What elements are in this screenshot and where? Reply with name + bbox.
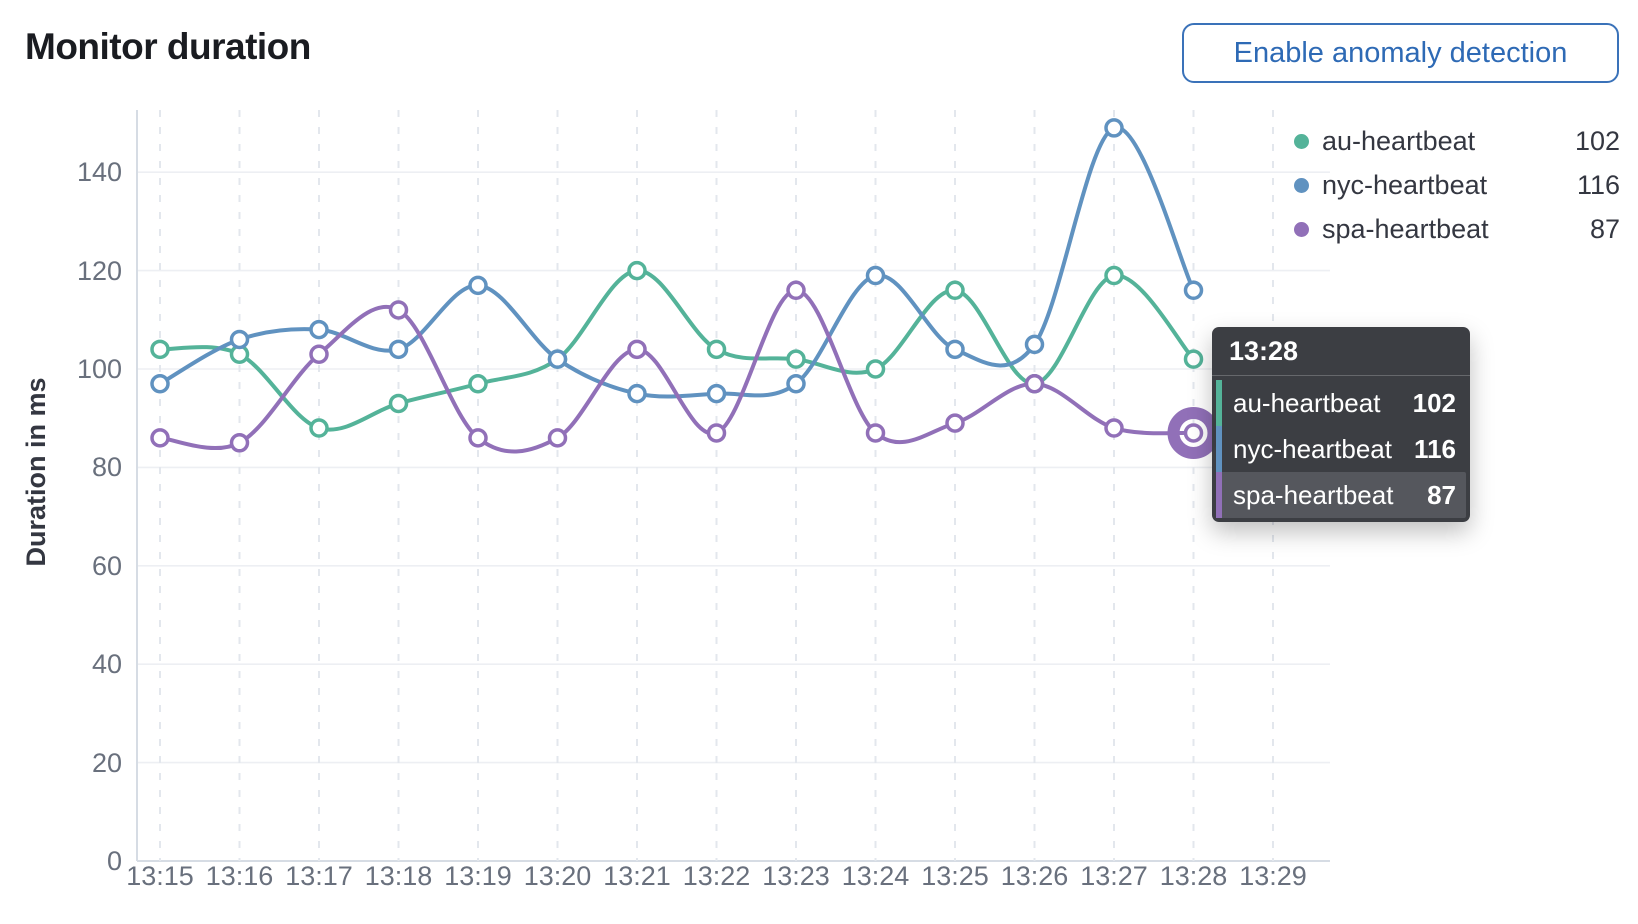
- x-tick-label: 13:15: [126, 861, 194, 891]
- data-point-nyc-heartbeat[interactable]: [388, 339, 409, 360]
- y-tick-label: 40: [91, 649, 122, 680]
- data-point-nyc-heartbeat[interactable]: [945, 339, 965, 360]
- tooltip-time: 13:28: [1212, 327, 1470, 376]
- chart-tooltip: 13:28 au-heartbeat 102 nyc-heartbeat 116…: [1212, 327, 1470, 522]
- legend-item-spa-heartbeat[interactable]: spa-heartbeat 87: [1294, 207, 1620, 251]
- data-point-au-heartbeat[interactable]: [706, 339, 727, 360]
- x-tick-label: 13:23: [762, 861, 830, 891]
- tooltip-value: 87: [1427, 479, 1456, 510]
- data-point-au-heartbeat[interactable]: [468, 374, 488, 394]
- x-tick-label: 13:29: [1239, 861, 1307, 891]
- legend-value: 102: [1574, 125, 1620, 156]
- data-point-spa-heartbeat[interactable]: [150, 428, 170, 448]
- legend-item-nyc-heartbeat[interactable]: nyc-heartbeat 116: [1294, 163, 1620, 207]
- x-tick-label: 13:26: [1000, 861, 1069, 891]
- tooltip-value: 102: [1412, 387, 1456, 418]
- x-tick-label: 13:25: [921, 861, 989, 891]
- data-point-spa-heartbeat[interactable]: [945, 413, 965, 433]
- x-tick-label: 13:27: [1080, 861, 1148, 891]
- x-tick-label: 13:17: [285, 861, 353, 891]
- legend-item-au-heartbeat[interactable]: au-heartbeat 102: [1294, 119, 1620, 163]
- x-tick-label: 13:22: [682, 861, 751, 891]
- series-color-bar: [1216, 472, 1222, 518]
- data-point-au-heartbeat[interactable]: [786, 349, 806, 369]
- tooltip-row-au-heartbeat: au-heartbeat 102: [1216, 380, 1466, 426]
- y-tick-label: 140: [76, 157, 122, 188]
- series-color-bar: [1216, 426, 1222, 472]
- x-tick-label: 13:28: [1159, 861, 1228, 891]
- data-point-nyc-heartbeat[interactable]: [1183, 280, 1204, 301]
- data-point-spa-heartbeat[interactable]: [786, 280, 806, 301]
- data-point-au-heartbeat[interactable]: [309, 418, 329, 438]
- data-point-nyc-heartbeat[interactable]: [786, 374, 806, 394]
- data-point-spa-heartbeat[interactable]: [1183, 423, 1204, 443]
- legend-label: au-heartbeat: [1322, 125, 1476, 156]
- data-point-nyc-heartbeat[interactable]: [468, 275, 488, 296]
- data-point-spa-heartbeat[interactable]: [1104, 418, 1124, 438]
- legend-label: spa-heartbeat: [1322, 213, 1489, 244]
- page-title: Monitor duration: [25, 26, 311, 67]
- data-point-spa-heartbeat[interactable]: [865, 423, 886, 443]
- legend-dot-icon: [1294, 221, 1309, 237]
- data-point-nyc-heartbeat[interactable]: [1104, 118, 1124, 138]
- legend-dot-icon: [1294, 177, 1309, 193]
- series-color-bar: [1216, 380, 1222, 426]
- data-point-spa-heartbeat[interactable]: [1024, 374, 1045, 394]
- y-tick-label: 0: [106, 846, 122, 876]
- y-tick-label: 60: [91, 550, 122, 581]
- data-point-spa-heartbeat[interactable]: [468, 428, 488, 448]
- data-point-spa-heartbeat[interactable]: [627, 339, 647, 360]
- data-point-nyc-heartbeat[interactable]: [627, 383, 647, 404]
- tooltip-row-nyc-heartbeat: nyc-heartbeat 116: [1216, 426, 1466, 472]
- chart-legend: au-heartbeat 102 nyc-heartbeat 116 spa-h…: [1294, 119, 1620, 251]
- x-tick-label: 13:16: [205, 861, 274, 891]
- data-point-au-heartbeat[interactable]: [865, 359, 886, 379]
- y-tick-label: 80: [91, 452, 122, 483]
- legend-value: 116: [1576, 169, 1620, 200]
- x-tick-label: 13:20: [523, 861, 592, 891]
- x-tick-label: 13:24: [841, 861, 910, 891]
- data-point-nyc-heartbeat[interactable]: [865, 265, 886, 286]
- y-axis-title: Duration in ms: [21, 377, 51, 567]
- data-point-au-heartbeat[interactable]: [1183, 349, 1204, 369]
- data-point-spa-heartbeat[interactable]: [388, 300, 409, 320]
- data-point-nyc-heartbeat[interactable]: [547, 349, 568, 369]
- series-line-spa-heartbeat: [158, 288, 1196, 454]
- x-tick-label: 13:19: [444, 861, 512, 891]
- tooltip-label: au-heartbeat: [1233, 387, 1381, 418]
- x-tick-label: 13:18: [364, 861, 433, 891]
- data-point-spa-heartbeat[interactable]: [547, 428, 568, 448]
- data-point-au-heartbeat[interactable]: [1104, 265, 1124, 286]
- legend-dot-icon: [1294, 133, 1309, 149]
- data-point-au-heartbeat[interactable]: [627, 260, 647, 281]
- data-point-nyc-heartbeat[interactable]: [706, 383, 727, 404]
- y-tick-label: 20: [91, 747, 122, 778]
- data-point-nyc-heartbeat[interactable]: [1024, 334, 1045, 355]
- enable-anomaly-detection-button[interactable]: Enable anomaly detection: [1182, 23, 1619, 83]
- tooltip-label: nyc-heartbeat: [1233, 433, 1392, 464]
- legend-label: nyc-heartbeat: [1322, 169, 1488, 200]
- data-point-spa-heartbeat[interactable]: [309, 344, 329, 364]
- data-point-nyc-heartbeat[interactable]: [150, 374, 170, 394]
- data-point-au-heartbeat[interactable]: [388, 393, 409, 414]
- tooltip-label: spa-heartbeat: [1233, 479, 1394, 510]
- tooltip-row-spa-heartbeat: spa-heartbeat 87: [1216, 472, 1466, 518]
- data-point-spa-heartbeat[interactable]: [706, 423, 727, 443]
- data-point-nyc-heartbeat[interactable]: [229, 329, 250, 350]
- tooltip-body: au-heartbeat 102 nyc-heartbeat 116 spa-h…: [1212, 376, 1470, 522]
- data-point-nyc-heartbeat[interactable]: [309, 319, 329, 340]
- legend-value: 87: [1589, 213, 1620, 244]
- tooltip-value: 116: [1414, 433, 1456, 464]
- data-point-spa-heartbeat[interactable]: [229, 433, 250, 453]
- data-point-au-heartbeat[interactable]: [150, 339, 170, 360]
- data-point-au-heartbeat[interactable]: [945, 280, 965, 301]
- x-tick-label: 13:21: [603, 861, 671, 891]
- y-tick-label: 120: [76, 255, 122, 286]
- y-tick-label: 100: [76, 354, 122, 384]
